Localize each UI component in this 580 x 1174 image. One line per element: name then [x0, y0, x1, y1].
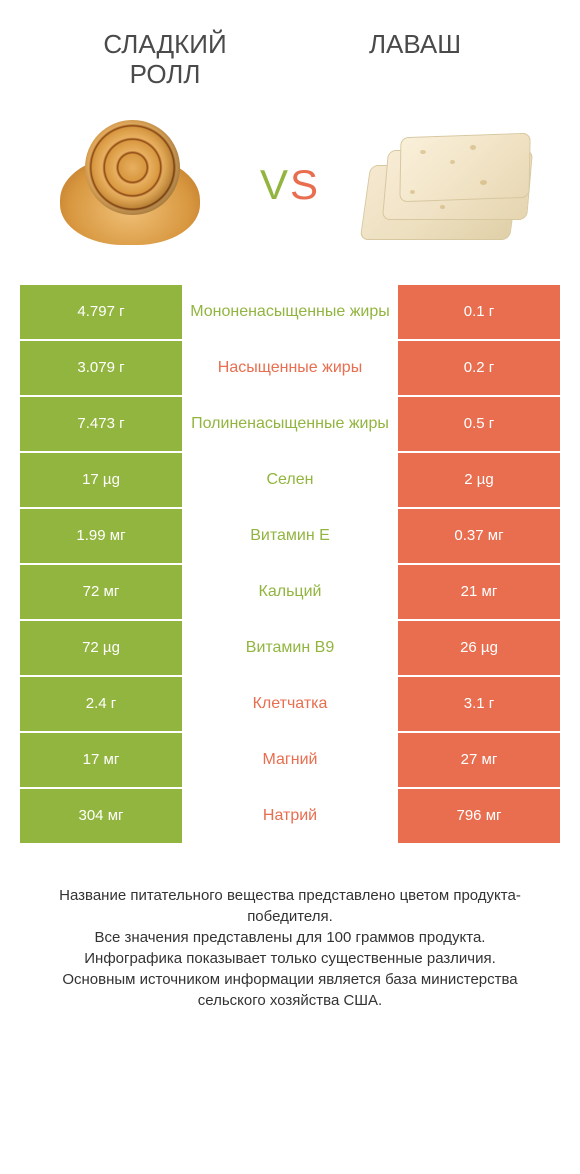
vs-label: VS [260, 161, 320, 209]
table-row: 4.797 гМононенасыщенные жиры0.1 г [20, 285, 560, 341]
title-left: СЛАДКИЙРОЛЛ [20, 30, 290, 90]
footer-text: Название питательного вещества представл… [20, 885, 560, 1011]
cell-mid: Натрий [182, 789, 398, 843]
cell-left: 1.99 мг [20, 509, 182, 563]
cell-mid: Клетчатка [182, 677, 398, 731]
table-row: 17 мгМагний27 мг [20, 733, 560, 789]
vs-v: V [260, 161, 290, 208]
cell-left: 3.079 г [20, 341, 182, 395]
cell-mid: Мононенасыщенные жиры [182, 285, 398, 339]
cell-right: 0.1 г [398, 285, 560, 339]
comparison-table: 4.797 гМононенасыщенные жиры0.1 г3.079 г… [20, 285, 560, 845]
cell-mid: Витамин E [182, 509, 398, 563]
cell-left: 72 мг [20, 565, 182, 619]
cell-right: 3.1 г [398, 677, 560, 731]
table-row: 3.079 гНасыщенные жиры0.2 г [20, 341, 560, 397]
cell-mid: Насыщенные жиры [182, 341, 398, 395]
cell-mid: Кальций [182, 565, 398, 619]
cell-left: 17 µg [20, 453, 182, 507]
cell-right: 21 мг [398, 565, 560, 619]
cell-right: 2 µg [398, 453, 560, 507]
titles-row: СЛАДКИЙРОЛЛ ЛАВАШ [20, 30, 560, 90]
cell-mid: Селен [182, 453, 398, 507]
cell-right: 26 µg [398, 621, 560, 675]
cell-left: 17 мг [20, 733, 182, 787]
vs-s: S [290, 161, 320, 208]
cell-left: 4.797 г [20, 285, 182, 339]
table-row: 72 µgВитамин B926 µg [20, 621, 560, 677]
title-right: ЛАВАШ [290, 30, 560, 90]
table-row: 72 мгКальций21 мг [20, 565, 560, 621]
table-row: 304 мгНатрий796 мг [20, 789, 560, 845]
cell-mid: Магний [182, 733, 398, 787]
cell-right: 0.2 г [398, 341, 560, 395]
cell-right: 27 мг [398, 733, 560, 787]
cell-left: 2.4 г [20, 677, 182, 731]
cell-mid: Витамин B9 [182, 621, 398, 675]
cell-left: 7.473 г [20, 397, 182, 451]
cell-left: 304 мг [20, 789, 182, 843]
infographic-container: СЛАДКИЙРОЛЛ ЛАВАШ VS [0, 0, 580, 1031]
table-row: 2.4 гКлетчатка3.1 г [20, 677, 560, 733]
cell-right: 796 мг [398, 789, 560, 843]
table-row: 1.99 мгВитамин E0.37 мг [20, 509, 560, 565]
cell-left: 72 µg [20, 621, 182, 675]
lavash-image [350, 110, 550, 260]
cell-mid: Полиненасыщенные жиры [182, 397, 398, 451]
images-row: VS [20, 110, 560, 260]
sweet-roll-image [30, 110, 230, 260]
table-row: 7.473 гПолиненасыщенные жиры0.5 г [20, 397, 560, 453]
cell-right: 0.37 мг [398, 509, 560, 563]
cell-right: 0.5 г [398, 397, 560, 451]
table-row: 17 µgСелен2 µg [20, 453, 560, 509]
